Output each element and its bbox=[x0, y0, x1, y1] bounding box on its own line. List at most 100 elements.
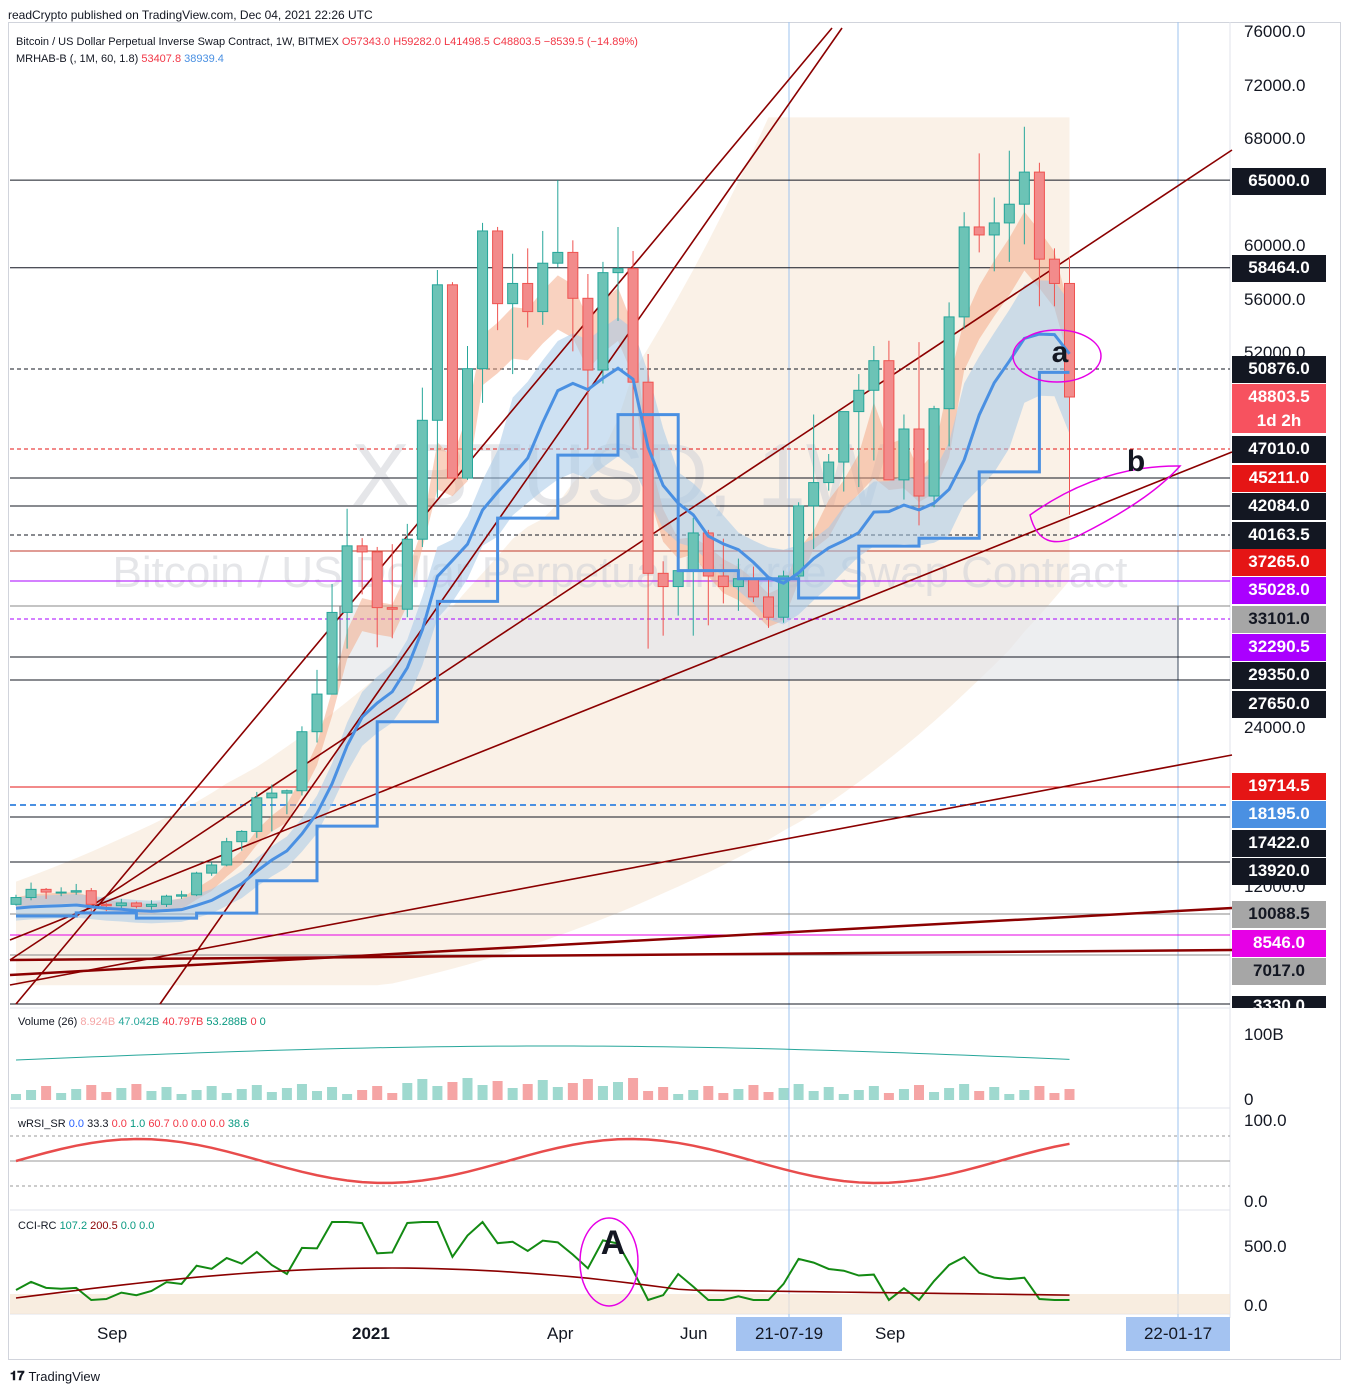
volume-bar bbox=[507, 1088, 518, 1100]
candle-body bbox=[462, 368, 473, 479]
candle-body bbox=[10, 897, 22, 905]
candle-body bbox=[386, 607, 398, 610]
volume-bar bbox=[26, 1090, 37, 1100]
volume-bar bbox=[266, 1092, 277, 1100]
cci-v4: 0.0 bbox=[139, 1220, 155, 1232]
candle-body bbox=[40, 888, 52, 893]
volume-bar bbox=[206, 1086, 217, 1100]
candle-body bbox=[70, 890, 82, 893]
wrsi-v7: 0.0 bbox=[191, 1118, 207, 1130]
candle-body bbox=[161, 895, 172, 905]
volume-bar bbox=[312, 1091, 322, 1100]
wrsi-legend: wRSI_SR 0.0 33.3 0.0 1.0 60.7 0.0 0.0 0.… bbox=[18, 1118, 249, 1130]
trendline bbox=[9, 149, 1233, 961]
volume-bar bbox=[718, 1093, 729, 1100]
price-label-box: 37265.0 bbox=[1232, 548, 1326, 576]
candle-body bbox=[191, 872, 203, 896]
price-axis-tick: 68000.0 bbox=[1244, 129, 1306, 148]
candle-body bbox=[251, 797, 263, 832]
price-label-box: 7017.0 bbox=[1232, 957, 1326, 985]
candle-body bbox=[130, 902, 142, 907]
volume-bar bbox=[763, 1092, 774, 1100]
candle-body bbox=[627, 268, 639, 383]
candle-body bbox=[988, 222, 1000, 236]
volume-bar bbox=[251, 1085, 262, 1100]
price-label-box: 40163.5 bbox=[1232, 521, 1326, 549]
legend-indicator-name: MRHAB-B (, 1M, 60, 1.8) bbox=[16, 53, 139, 65]
price-label-box: 10088.5 bbox=[1232, 900, 1326, 928]
legend-symbol-name: Bitcoin / US Dollar Perpetual Inverse Sw… bbox=[16, 36, 339, 48]
volume-bar bbox=[868, 1086, 879, 1100]
volume-bar bbox=[56, 1093, 67, 1100]
candle-body bbox=[1048, 258, 1060, 284]
annotation-circle-A bbox=[579, 1217, 639, 1307]
volume-bar bbox=[387, 1093, 398, 1100]
candle-body bbox=[913, 428, 925, 497]
candle-body bbox=[206, 864, 218, 874]
wrsi-v6: 0.0 bbox=[172, 1118, 189, 1130]
candle-body bbox=[552, 251, 564, 264]
volume-bar bbox=[643, 1091, 654, 1100]
annotation-circle-a bbox=[1012, 329, 1102, 383]
candle-body bbox=[1033, 171, 1045, 260]
candle-body bbox=[717, 575, 729, 588]
wrsi-v5: 60.7 bbox=[148, 1118, 170, 1130]
volume-bar bbox=[1034, 1086, 1045, 1100]
candle-body bbox=[266, 792, 278, 799]
volume-bar bbox=[688, 1090, 699, 1100]
candle-body bbox=[763, 596, 774, 618]
volume-bar bbox=[959, 1084, 970, 1100]
wrsi-axis-bottom: 0.0 bbox=[1244, 1192, 1268, 1211]
candle-body bbox=[778, 575, 790, 618]
candle-body bbox=[371, 551, 383, 609]
candle-body bbox=[1064, 282, 1075, 398]
wrsi-v2: 33.3 bbox=[87, 1118, 109, 1130]
candle-body bbox=[943, 316, 955, 410]
price-axis-tick: 72000.0 bbox=[1244, 76, 1306, 95]
volume-bar bbox=[733, 1089, 744, 1100]
volume-bar bbox=[492, 1081, 503, 1100]
candle-body bbox=[582, 297, 594, 371]
price-axis-tick: 76000.0 bbox=[1244, 22, 1306, 41]
candle-body bbox=[793, 505, 805, 577]
time-marker-box: 22-01-17 bbox=[1126, 1317, 1230, 1351]
candle-body bbox=[883, 360, 895, 481]
trendline bbox=[9, 754, 1233, 986]
volume-bar bbox=[597, 1086, 608, 1100]
footer: 𝟏𝟕 TradingView bbox=[10, 1368, 100, 1384]
annotation-A: A bbox=[601, 1224, 626, 1262]
volume-bar bbox=[808, 1091, 819, 1100]
price-label-box: 42084.0 bbox=[1232, 492, 1326, 520]
candle-body bbox=[446, 284, 458, 479]
legend-indicator: MRHAB-B (, 1M, 60, 1.8) 53407.8 38939.4 bbox=[16, 53, 224, 65]
candle-body bbox=[1018, 171, 1030, 205]
chart-frame bbox=[8, 22, 1341, 1360]
wrsi-line bbox=[15, 1137, 1070, 1185]
volume-bar bbox=[914, 1085, 924, 1100]
volume-bar bbox=[1019, 1090, 1030, 1100]
volume-bar bbox=[703, 1086, 714, 1100]
volume-axis-bottom: 0 bbox=[1244, 1090, 1254, 1109]
volume-bar bbox=[944, 1088, 955, 1100]
candle-body bbox=[25, 888, 37, 899]
candle-body bbox=[221, 841, 233, 866]
trendline bbox=[9, 906, 1233, 977]
volume-bar bbox=[613, 1082, 623, 1100]
volume-bar bbox=[1064, 1089, 1075, 1100]
volume-bar bbox=[522, 1084, 533, 1100]
legend-open: O57343.0 bbox=[341, 36, 391, 48]
candle-body bbox=[115, 902, 127, 907]
volume-v2: 47.042B bbox=[118, 1016, 160, 1028]
volume-bar bbox=[342, 1094, 353, 1100]
price-axis-tick: 56000.0 bbox=[1244, 290, 1306, 309]
volume-v5: 0 bbox=[250, 1016, 257, 1028]
footer-brand: TradingView bbox=[28, 1368, 101, 1384]
volume-bar bbox=[221, 1093, 232, 1100]
candle-body bbox=[477, 230, 489, 370]
volume-label: Volume (26) bbox=[18, 1016, 78, 1028]
trendline bbox=[9, 948, 1233, 962]
volume-bar bbox=[793, 1084, 804, 1100]
volume-bar bbox=[372, 1086, 383, 1100]
candle-body bbox=[522, 282, 534, 313]
